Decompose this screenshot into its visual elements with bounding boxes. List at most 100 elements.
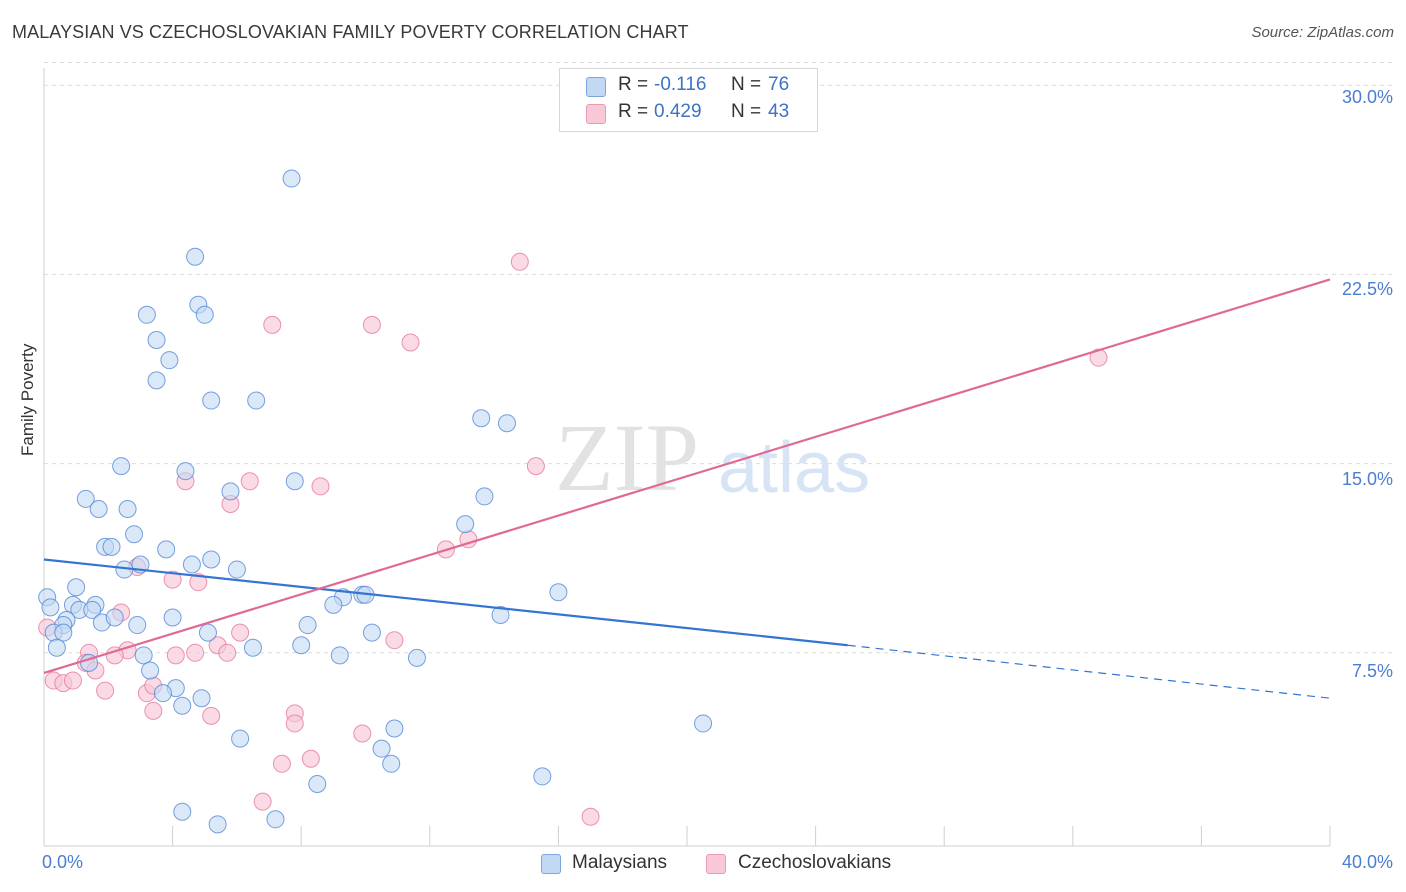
malaysian-point bbox=[118, 500, 137, 519]
malaysian-point bbox=[198, 623, 217, 642]
malaysian-point bbox=[266, 810, 285, 829]
malaysian-point bbox=[243, 638, 262, 657]
malaysian-point bbox=[385, 719, 404, 738]
czechoslovakian-point bbox=[581, 807, 600, 826]
y-tick-label: 7.5% bbox=[1351, 661, 1393, 681]
x-tick-label-max: 40.0% bbox=[1341, 852, 1393, 872]
czechoslovakian-trend-line bbox=[43, 278, 1331, 675]
czechoslovakian-point bbox=[272, 754, 291, 773]
malaysian-point bbox=[497, 414, 516, 433]
czechoslovakian-point bbox=[231, 623, 250, 642]
malaysian-point bbox=[202, 550, 221, 569]
malaysian-point bbox=[472, 409, 491, 428]
czechoslovakian-point bbox=[163, 570, 182, 589]
malaysian-point bbox=[89, 500, 108, 519]
malaysian-point bbox=[362, 623, 381, 642]
malaysian-point bbox=[147, 331, 166, 350]
legend-swatch-pink bbox=[586, 104, 606, 124]
legend-r-label: R = bbox=[618, 101, 649, 122]
malaysian-point bbox=[163, 608, 182, 627]
czechoslovakian-point bbox=[218, 643, 237, 662]
chart-title: MALAYSIAN VS CZECHOSLOVAKIAN FAMILY POVE… bbox=[12, 22, 689, 42]
malaysian-point bbox=[147, 371, 166, 390]
malaysian-point bbox=[475, 487, 494, 506]
malaysian-point bbox=[186, 247, 205, 266]
malaysian-point bbox=[372, 739, 391, 758]
czechoslovakian-point bbox=[189, 573, 208, 592]
czechoslovakian-point bbox=[166, 646, 185, 665]
malaysian-point bbox=[125, 525, 144, 544]
malaysian-point bbox=[153, 684, 172, 703]
malaysian-point bbox=[176, 462, 195, 481]
czechoslovakian-point bbox=[385, 631, 404, 650]
malaysian-point bbox=[141, 661, 160, 680]
malaysian-points bbox=[38, 169, 713, 834]
legend-r-label: R = bbox=[618, 74, 649, 95]
malaysian-point bbox=[195, 305, 214, 324]
y-tick-label: 15.0% bbox=[1341, 469, 1393, 489]
malaysian-point bbox=[549, 583, 568, 602]
malaysian-trend-line bbox=[43, 558, 848, 647]
czechoslovakian-point bbox=[240, 472, 259, 491]
malaysian-point bbox=[330, 646, 349, 665]
legend-n-value: 43 bbox=[768, 101, 790, 122]
malaysian-point bbox=[491, 605, 510, 624]
malaysian-point bbox=[41, 598, 60, 617]
malaysian-point bbox=[112, 457, 131, 476]
legend-n-label: N = bbox=[731, 101, 762, 122]
malaysian-point bbox=[202, 391, 221, 410]
legend-n-label: N = bbox=[731, 74, 762, 95]
czechoslovakian-point bbox=[526, 457, 545, 476]
malaysian-point bbox=[285, 472, 304, 491]
malaysian-trend-extension bbox=[847, 644, 1331, 699]
correlation-legend: R = -0.116 N = 76 R = 0.429 N = 43 bbox=[559, 68, 818, 132]
malaysian-point bbox=[231, 729, 250, 748]
czechoslovakian-point bbox=[353, 724, 372, 743]
series-swatch-pink bbox=[706, 854, 726, 874]
czechoslovakian-point bbox=[362, 315, 381, 334]
malaysian-point bbox=[105, 608, 124, 627]
gridlines bbox=[44, 62, 1396, 654]
malaysian-point bbox=[694, 714, 713, 733]
malaysian-point bbox=[247, 391, 266, 410]
axes bbox=[43, 68, 1331, 847]
malaysian-point bbox=[137, 305, 156, 324]
malaysian-point bbox=[456, 515, 475, 534]
czechoslovakian-point bbox=[144, 701, 163, 720]
watermark-zip: ZIP bbox=[555, 404, 699, 511]
malaysian-point bbox=[102, 537, 121, 556]
malaysian-point bbox=[324, 595, 343, 614]
malaysian-point bbox=[160, 351, 179, 370]
malaysian-point bbox=[157, 540, 176, 559]
legend-swatch-blue bbox=[586, 77, 606, 97]
malaysian-point bbox=[533, 767, 552, 786]
malaysian-point bbox=[221, 482, 240, 501]
malaysian-point bbox=[192, 689, 211, 708]
malaysian-point bbox=[173, 696, 192, 715]
series-name: Czechoslovakians bbox=[738, 852, 892, 873]
malaysian-point bbox=[208, 815, 227, 834]
malaysian-point bbox=[407, 648, 426, 667]
malaysian-point bbox=[292, 636, 311, 655]
series-swatch-blue bbox=[541, 854, 561, 874]
malaysian-point bbox=[83, 600, 102, 619]
x-tick-label-min: 0.0% bbox=[42, 852, 84, 872]
series-name: Malaysians bbox=[572, 852, 668, 873]
malaysian-point bbox=[54, 623, 73, 642]
watermark: ZIP atlas bbox=[555, 404, 870, 511]
czechoslovakian-point bbox=[263, 315, 282, 334]
trend-lines bbox=[43, 278, 1331, 699]
czechoslovakian-point bbox=[401, 333, 420, 352]
malaysian-point bbox=[128, 616, 147, 635]
y-axis-label: Family Poverty bbox=[18, 343, 37, 456]
czechoslovakian-point bbox=[510, 252, 529, 271]
malaysian-point bbox=[227, 560, 246, 579]
malaysian-point bbox=[76, 489, 95, 508]
malaysian-point bbox=[182, 555, 201, 574]
czechoslovakian-point bbox=[186, 643, 205, 662]
malaysian-point bbox=[298, 616, 317, 635]
legend-n-value: 76 bbox=[768, 74, 790, 95]
malaysian-point bbox=[134, 646, 153, 665]
czechoslovakian-point bbox=[285, 714, 304, 733]
